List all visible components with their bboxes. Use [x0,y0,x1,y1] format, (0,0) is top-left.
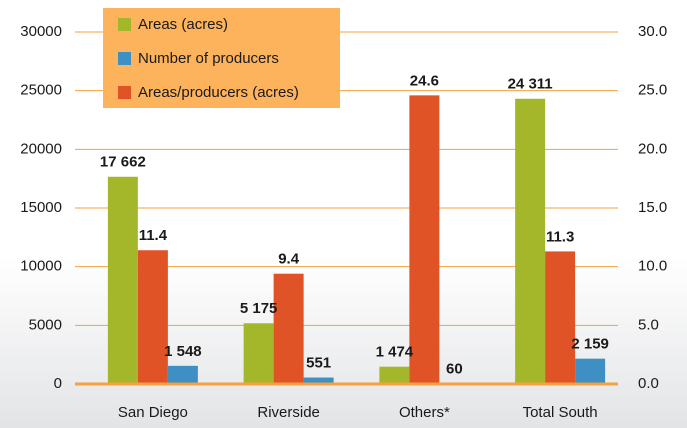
x-tick-label: Riverside [257,404,320,421]
bar [243,323,274,384]
y2-tick-label: 15.0 [638,199,667,216]
y-tick-label: 5000 [29,316,62,333]
bar [167,365,198,384]
legend-swatch [118,52,131,65]
data-label: 24.6 [410,72,439,89]
legend-swatch [118,86,131,99]
legend-label: Number of producers [138,50,279,67]
bar [107,176,138,384]
y2-tick-label: 25.0 [638,82,667,99]
y-tick-label: 25000 [20,82,62,99]
y2-tick-label: 10.0 [638,258,667,275]
data-label: 17 662 [100,154,146,171]
bar [303,377,334,384]
bar [379,366,410,384]
data-label: 11.4 [139,227,168,244]
y-tick-label: 30000 [20,23,62,40]
data-label: 24 311 [508,76,553,93]
y2-tick-label: 0.0 [638,375,659,392]
bar [575,358,606,384]
data-label: 1 474 [376,344,414,361]
legend-label: Areas (acres) [138,16,228,33]
bar [545,251,576,384]
legend-box [103,8,340,108]
data-label: 60 [446,360,463,377]
y2-tick-label: 20.0 [638,140,667,157]
bar [409,95,440,385]
x-tick-label: San Diego [118,404,188,421]
legend-label: Areas/producers (acres) [138,84,299,101]
y-tick-label: 15000 [20,199,62,216]
data-label: 5 175 [240,300,278,317]
data-label: 11.3 [546,228,574,245]
bar [137,250,168,384]
data-label: 9.4 [278,251,300,268]
x-tick-label: Total South [523,404,598,421]
data-label: 1 548 [164,343,202,360]
y-tick-label: 0 [54,375,62,392]
legend-swatch [118,18,131,31]
x-tick-label: Others* [399,404,450,421]
data-label: 551 [306,355,331,372]
y-tick-label: 10000 [20,258,62,275]
data-label: 2 159 [571,336,609,353]
bar [515,98,546,385]
y-tick-label: 20000 [20,140,62,157]
y2-tick-label: 30.0 [638,23,667,40]
y2-tick-label: 5.0 [638,316,659,333]
bar [273,273,304,384]
